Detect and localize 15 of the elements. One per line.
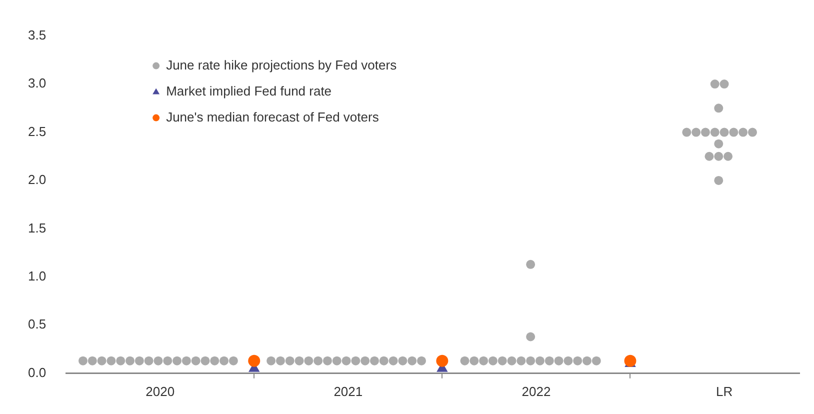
y-tick-label: 0.5	[28, 316, 46, 332]
y-tick-label: 2.0	[28, 172, 46, 188]
y-tick-label: 3.5	[28, 27, 46, 42]
y-tick-label: 1.0	[28, 268, 46, 284]
y-tick-label: 1.5	[28, 220, 46, 236]
x-tick-label: 2022	[522, 384, 551, 399]
legend-label: Market implied Fed fund rate	[166, 83, 332, 98]
y-tick-label: 3.0	[28, 76, 46, 91]
x-tick-label: 2021	[334, 384, 363, 399]
legend-label: June rate hike projections by Fed voters	[166, 57, 398, 72]
x-tick-label: LR	[716, 384, 733, 399]
y-tick-label: 2.5	[28, 124, 46, 139]
y-tick-label: 0.0	[28, 364, 46, 380]
x-tick-label: 2020	[146, 384, 175, 399]
legend-label: June's median forecast of Fed voters	[166, 109, 380, 124]
